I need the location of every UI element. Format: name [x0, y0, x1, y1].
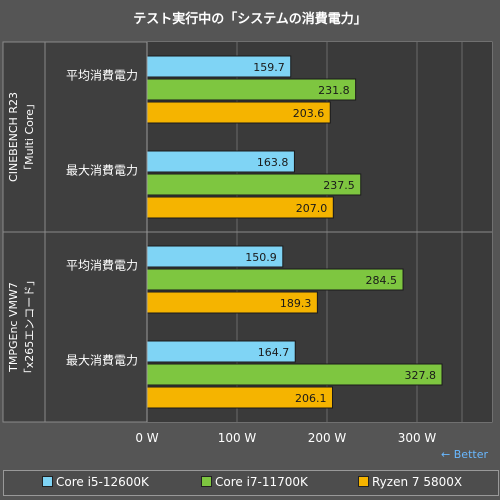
group-label-line2-0: 「Multi Core」: [23, 98, 36, 176]
chart-title: テスト実行中の「システムの消費電力」: [133, 12, 367, 27]
category-label-0: 平均消費電力: [66, 68, 138, 83]
bar-series-1-row-3: [146, 363, 443, 386]
data-label-series-2-row-0: 203.6: [293, 107, 325, 120]
data-label-series-1-row-0: 231.8: [318, 84, 350, 97]
category-label-2: 平均消費電力: [66, 258, 138, 273]
legend-item-series-2: Ryzen 7 5800X: [358, 475, 462, 489]
x-tick-label-0: 0 W: [135, 431, 158, 445]
legend-swatch-series-1: [201, 476, 212, 487]
legend-item-series-0: Core i5-12600K: [42, 475, 149, 489]
group-label-line1-0: CINEBENCH R23: [7, 92, 20, 182]
group-label-line2-1: 「x265エンコード」: [23, 275, 36, 380]
category-label-3: 最大消費電力: [66, 353, 138, 368]
legend-label-series-0: Core i5-12600K: [56, 475, 149, 489]
data-label-series-1-row-2: 284.5: [366, 274, 398, 287]
data-label-series-2-row-2: 189.3: [280, 297, 312, 310]
data-label-series-0-row-2: 150.9: [245, 251, 277, 264]
x-tick-label-1: 100 W: [218, 431, 257, 445]
x-tick-label-3: 300 W: [398, 431, 437, 445]
data-label-series-1-row-3: 327.8: [405, 369, 437, 382]
group-label-line1-1: TMPGEnc VMW7: [7, 282, 20, 373]
legend: Core i5-12600K Core i7-11700K Ryzen 7 58…: [3, 470, 499, 496]
data-label-series-0-row-1: 163.8: [257, 156, 289, 169]
legend-label-series-2: Ryzen 7 5800X: [372, 475, 463, 489]
legend-swatch-series-0: [42, 476, 53, 487]
data-label-series-0-row-3: 164.7: [258, 346, 290, 359]
x-tick-label-2: 200 W: [308, 431, 347, 445]
legend-label-series-1: Core i7-11700K: [215, 475, 308, 489]
legend-item-series-1: Core i7-11700K: [201, 475, 308, 489]
data-label-series-1-row-1: 237.5: [323, 179, 355, 192]
category-label-1: 最大消費電力: [66, 163, 138, 178]
better-annotation: ← Better: [441, 448, 488, 461]
data-label-series-2-row-1: 207.0: [296, 202, 328, 215]
data-label-series-2-row-3: 206.1: [295, 392, 327, 405]
data-label-series-0-row-0: 159.7: [253, 61, 285, 74]
legend-swatch-series-2: [358, 476, 369, 487]
